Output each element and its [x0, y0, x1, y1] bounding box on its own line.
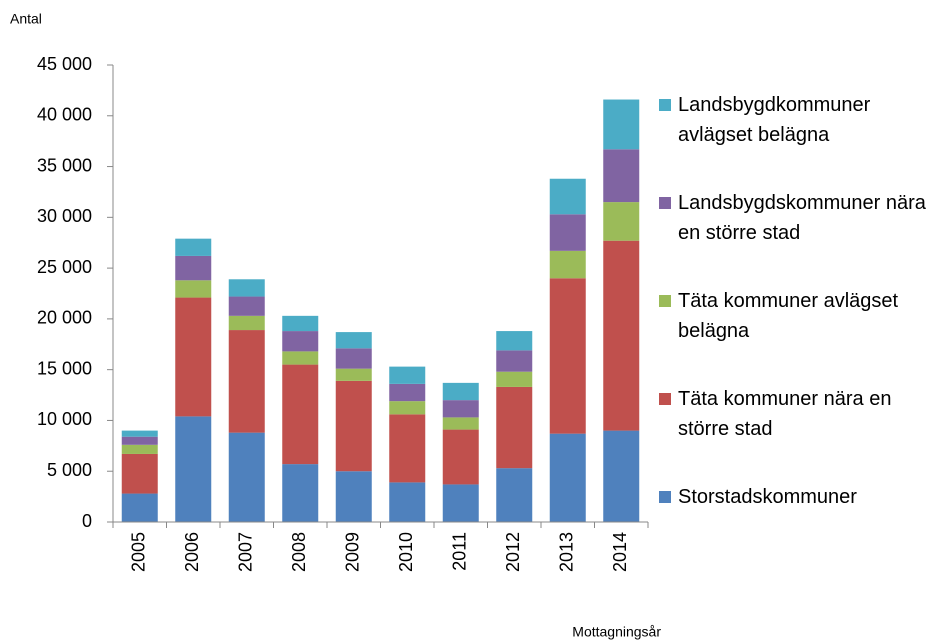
x-tick-label: 2013 — [557, 532, 577, 572]
y-tick-label: 40 000 — [37, 105, 92, 125]
bar-segment — [389, 401, 426, 415]
x-tick-label: 2006 — [182, 532, 202, 572]
x-tick-label: 2005 — [129, 532, 149, 572]
bar-segment — [603, 149, 640, 203]
bar-segment — [228, 296, 265, 316]
y-tick-label: 45 000 — [37, 54, 92, 74]
bar-segment — [175, 297, 212, 417]
bar-segment — [335, 332, 372, 349]
bar-segment — [442, 400, 479, 418]
bar-segment — [282, 364, 319, 465]
bar-segment — [496, 350, 533, 372]
x-tick-label: 2008 — [289, 532, 309, 572]
x-tick-label: 2012 — [503, 532, 523, 572]
legend-swatch — [659, 197, 671, 209]
y-tick-label: 15 000 — [37, 358, 92, 378]
legend-swatch — [659, 491, 671, 503]
bar-segment — [175, 416, 212, 522]
bar-segment — [389, 383, 426, 402]
bar-segment — [603, 99, 640, 150]
x-tick-label: 2011 — [450, 532, 470, 571]
bar-segment — [228, 330, 265, 433]
x-tick-label: 2009 — [343, 532, 363, 572]
bar-segment — [228, 279, 265, 297]
bar-segment — [121, 493, 158, 522]
bar-segment — [496, 371, 533, 387]
bar-segment — [549, 214, 586, 251]
bar-segment — [389, 414, 426, 483]
bar-segment — [335, 348, 372, 369]
bar-segment — [442, 429, 479, 485]
x-axis-label: Mottagningsår — [572, 624, 661, 640]
y-tick-label: 0 — [82, 511, 92, 531]
bar-segment — [442, 382, 479, 401]
y-tick-label: 35 000 — [37, 155, 92, 175]
bar-segment — [389, 482, 426, 522]
bar-segment — [228, 432, 265, 522]
bar-segment — [335, 380, 372, 472]
bar-segment — [282, 351, 319, 365]
legend-swatch — [659, 393, 671, 405]
x-tick-label: 2010 — [396, 532, 416, 572]
bar-segment — [442, 417, 479, 430]
bar-segment — [442, 484, 479, 522]
bar-segment — [175, 280, 212, 298]
bar-segment — [335, 368, 372, 381]
bar-segment — [121, 444, 158, 454]
bar-segment — [282, 331, 319, 352]
bar-segment — [496, 331, 533, 351]
bar-segment — [282, 464, 319, 522]
bar-segment — [282, 315, 319, 332]
bar-segment — [549, 433, 586, 522]
bar-segment — [335, 471, 372, 522]
bar-segment — [121, 430, 158, 437]
legend-label: Storstadskommuner — [678, 486, 857, 508]
y-axis-label: Antal — [10, 11, 42, 27]
y-tick-label: 10 000 — [37, 409, 92, 429]
legend-label: Täta kommuner avlägset belägna — [678, 290, 899, 342]
bar-segment — [549, 178, 586, 215]
bar-segment — [228, 315, 265, 331]
bar-segment — [389, 366, 426, 384]
legend-swatch — [659, 99, 671, 111]
bar-segment — [496, 386, 533, 469]
bar-segment — [496, 468, 533, 522]
bar-segment — [603, 240, 640, 431]
bar-segment — [175, 238, 212, 256]
bar-segment — [603, 430, 640, 522]
bar-segment — [175, 255, 212, 281]
y-tick-label: 20 000 — [37, 308, 92, 328]
bar-segment — [121, 436, 158, 445]
bar-segment — [549, 250, 586, 279]
x-tick-label: 2014 — [610, 532, 630, 572]
y-tick-label: 30 000 — [37, 206, 92, 226]
y-tick-label: 5 000 — [47, 460, 92, 480]
bar-segment — [549, 278, 586, 434]
legend-swatch — [659, 295, 671, 307]
bar-segment — [121, 453, 158, 494]
x-tick-label: 2007 — [236, 532, 256, 572]
bar-segment — [603, 202, 640, 241]
y-tick-label: 25 000 — [37, 257, 92, 277]
legend-label: Landsbygdkommuner avlägset belägna — [678, 94, 871, 146]
legend-label: Täta kommuner nära en större stad — [678, 388, 892, 440]
legend-label: Landsbygdskommuner nära en större stad — [678, 192, 926, 244]
